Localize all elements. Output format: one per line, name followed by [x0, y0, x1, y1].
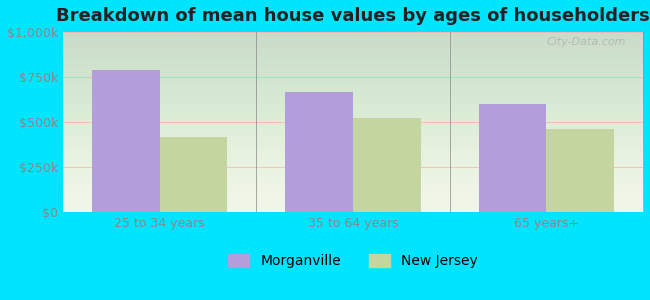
Title: Breakdown of mean house values by ages of householders: Breakdown of mean house values by ages o… — [56, 7, 650, 25]
Bar — [353, 118, 421, 212]
Bar — [160, 137, 228, 212]
Text: City-Data.com: City-Data.com — [546, 38, 626, 47]
Legend: Morganville, New Jersey: Morganville, New Jersey — [223, 249, 483, 274]
Bar — [92, 70, 160, 212]
Bar — [478, 104, 547, 212]
Bar — [547, 129, 614, 212]
Bar — [285, 92, 353, 212]
